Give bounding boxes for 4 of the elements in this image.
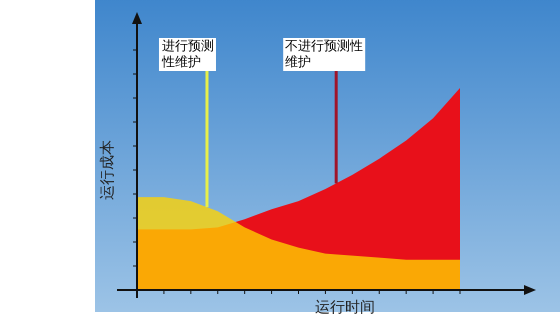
y-axis-title: 运行成本	[98, 140, 116, 200]
x-axis-title: 运行时间	[315, 298, 375, 316]
text: 不进行预测性维护	[285, 39, 364, 70]
text: 进行预测性维护	[160, 39, 214, 70]
